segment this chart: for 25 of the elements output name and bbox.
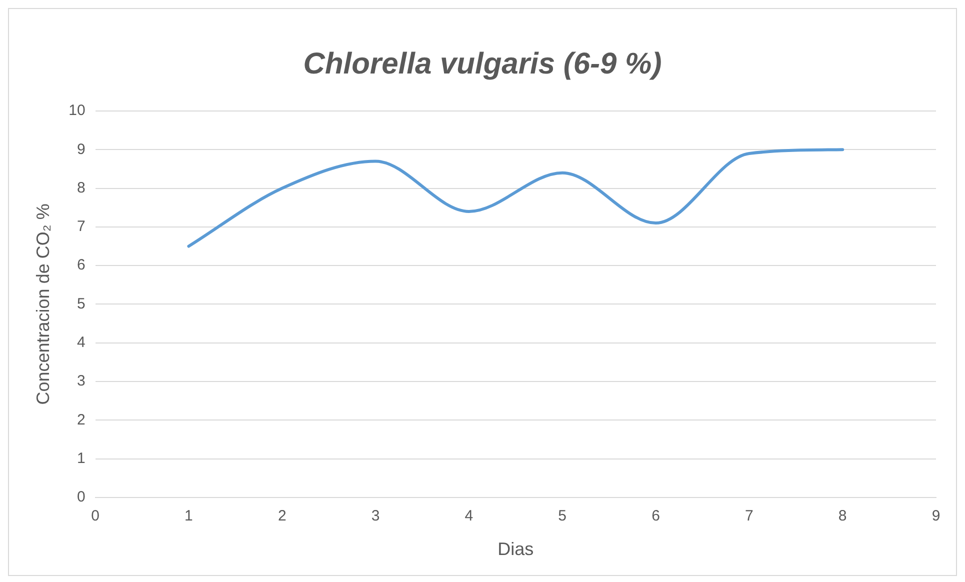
x-tick-label: 4 (464, 508, 474, 525)
x-tick-label: 5 (558, 508, 567, 525)
chart-title: Chlorella vulgaris (6-9 %) (303, 47, 662, 80)
x-tick-label: 1 (184, 508, 193, 525)
y-tick-label: 4 (76, 334, 86, 351)
y-tick-label: 2 (76, 411, 86, 428)
x-tick-label: 7 (745, 508, 754, 525)
y-tick-label: 8 (76, 179, 86, 196)
y-tick-label: 10 (68, 102, 86, 120)
x-tick-label: 6 (652, 508, 660, 525)
y-tick-label: 9 (76, 140, 86, 158)
x-axis-title: Dias (498, 539, 534, 560)
y-tick-label: 3 (76, 372, 86, 390)
x-tick-label: 0 (91, 508, 100, 525)
x-tick-label: 3 (371, 508, 380, 525)
y-tick-label: 5 (76, 295, 86, 312)
y-tick-label: 0 (76, 488, 86, 506)
x-tick-label: 8 (838, 508, 847, 525)
line-series (187, 148, 844, 248)
x-tick-label: 2 (278, 508, 286, 525)
y-tick-label: 7 (76, 218, 86, 236)
y-axis-title: Concentracion de CO₂ % (32, 204, 53, 405)
y-tick-label: 1 (76, 450, 86, 467)
y-tick-label: 6 (76, 256, 86, 274)
x-tick-label: 9 (932, 508, 940, 525)
